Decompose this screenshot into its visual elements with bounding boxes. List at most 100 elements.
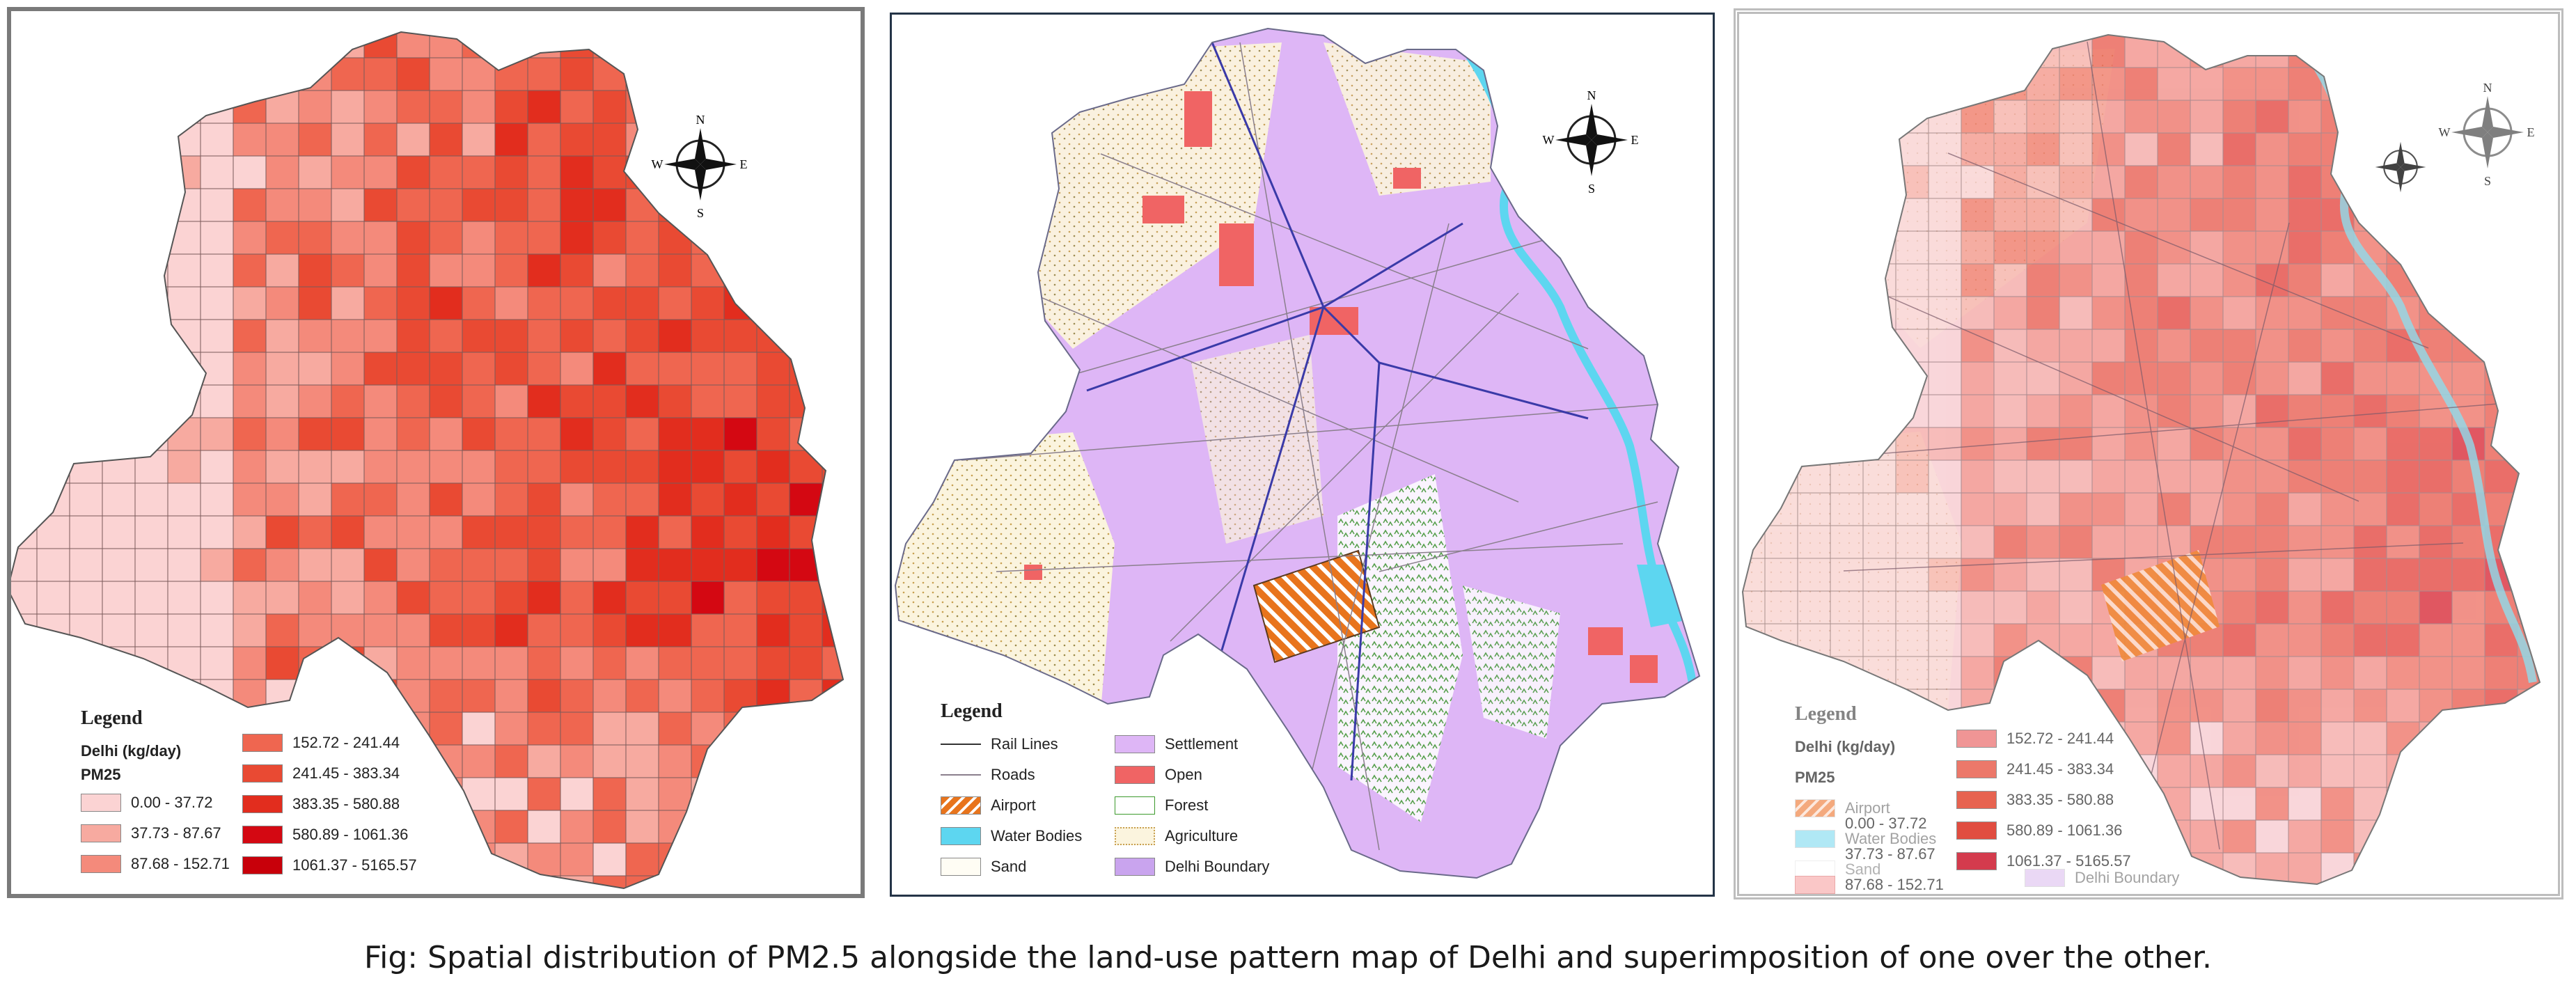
- grid-cell: [102, 646, 136, 680]
- grid-cell: [822, 123, 843, 157]
- legend-title: Legend: [1795, 703, 1857, 725]
- grid-cell: [2320, 459, 2355, 494]
- grid-cell: [2026, 558, 2060, 592]
- grid-cell: [1862, 329, 1896, 363]
- grid-cell: [658, 875, 692, 888]
- grid-cell: [658, 253, 692, 288]
- grid-cell: [756, 613, 790, 647]
- grid-cell: [429, 253, 463, 288]
- grid-cell: [11, 417, 38, 451]
- grid-cell: [592, 155, 627, 189]
- grid-cell: [396, 90, 430, 124]
- grid-cell: [789, 253, 823, 288]
- grid-cell: [2222, 100, 2256, 134]
- grid-cell: [2353, 132, 2387, 166]
- grid-cell: [723, 352, 757, 386]
- grid-cell: [822, 352, 843, 386]
- grid-cell: [2288, 394, 2322, 428]
- grid-cell: [756, 352, 790, 386]
- grid-cell: [2288, 230, 2322, 265]
- grid-cell: [1961, 525, 1995, 559]
- grid-cell: [2386, 787, 2420, 821]
- grid-cell: [2157, 132, 2191, 166]
- grid-cell: [723, 482, 757, 517]
- grid-cell: [494, 646, 528, 680]
- grid-cell: [625, 810, 659, 844]
- grid-cell: [298, 221, 332, 255]
- grid-cell: [36, 548, 70, 582]
- compass-w: W: [1543, 133, 1555, 147]
- grid-cell: [1928, 656, 1962, 690]
- grid-cell: [2419, 525, 2453, 559]
- grid-cell: [233, 188, 267, 222]
- grid-cell: [134, 253, 168, 288]
- grid-cell: [2386, 35, 2420, 68]
- grid-cell: [2320, 329, 2355, 363]
- grid-cell: [592, 777, 627, 811]
- grid-cell: [1895, 165, 1929, 199]
- grid-cell: [1895, 263, 1929, 297]
- grid-cell: [592, 253, 627, 288]
- grid-cell: [2484, 819, 2518, 854]
- grid-cell: [2059, 656, 2093, 690]
- grid-cell: [1797, 132, 1831, 166]
- grid-cell: [1961, 67, 1995, 101]
- grid-cell: [462, 417, 496, 451]
- grid-cell: [2157, 361, 2191, 395]
- grid-cell: [560, 679, 594, 713]
- grid-cell: [2026, 525, 2060, 559]
- grid-cell: [36, 777, 70, 811]
- grid-cell: [2419, 852, 2453, 884]
- grid-cell: [1928, 230, 1962, 265]
- grid-cell: [396, 319, 430, 353]
- grid-cell: [625, 777, 659, 811]
- grid-cell: [691, 32, 725, 58]
- grid-cell: [167, 221, 201, 255]
- grid-cell: [2517, 67, 2540, 101]
- grid-cell: [2451, 852, 2485, 884]
- grid-cell: [2353, 427, 2387, 461]
- legend-agriculture: Agriculture: [1115, 827, 1238, 845]
- grid-cell: [233, 515, 267, 549]
- grid-cell: [2157, 492, 2191, 526]
- grid-cell: [2386, 623, 2420, 657]
- grid-cell: [331, 188, 365, 222]
- grid-cell: [756, 155, 790, 189]
- grid-cell: [134, 188, 168, 222]
- grid-cell: [2255, 361, 2289, 395]
- grid-cell: [363, 384, 398, 418]
- grid-cell: [789, 842, 823, 877]
- grid-cell: [2550, 558, 2558, 591]
- grid-cell: [36, 286, 70, 320]
- grid-cell: [691, 613, 725, 647]
- grid-cell: [167, 253, 201, 288]
- grid-cell: [2222, 427, 2256, 461]
- landuse-legend: Legend Rail Lines Roads Airport Water Bo…: [941, 700, 1428, 888]
- grid-cell: [2320, 361, 2355, 395]
- grid-cell: [2222, 623, 2256, 657]
- grid-cell: [592, 384, 627, 418]
- grid-cell: [756, 777, 790, 811]
- grid-cell: [2550, 329, 2558, 362]
- grid-cell: [298, 90, 332, 124]
- grid-cell: [560, 581, 594, 615]
- grid-cell: [298, 123, 332, 157]
- grid-cell: [1797, 67, 1831, 101]
- grid-cell: [1993, 492, 2027, 526]
- grid-cell: [756, 417, 790, 451]
- grid-cell: [756, 450, 790, 484]
- grid-cell: [2451, 787, 2485, 821]
- grid-cell: [462, 581, 496, 615]
- grid-cell: [2190, 492, 2224, 526]
- grid-cell: [2517, 329, 2540, 363]
- grid-cell: [36, 221, 70, 255]
- grid-cell: [363, 188, 398, 222]
- grid-cell: [527, 57, 561, 91]
- grid-cell: [592, 646, 627, 680]
- grid-cell: [2026, 132, 2060, 166]
- grid-cell: [167, 286, 201, 320]
- grid-cell: [2484, 361, 2518, 395]
- grid-cell: [2190, 427, 2224, 461]
- grid-cell: [2353, 100, 2387, 134]
- grid-cell: [429, 646, 463, 680]
